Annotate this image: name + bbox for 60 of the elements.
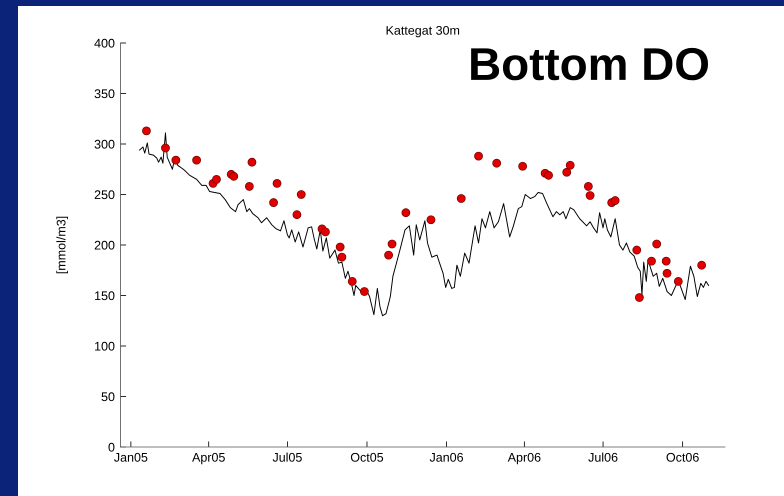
y-tick-label: 0 xyxy=(108,442,114,452)
point xyxy=(384,250,393,260)
point xyxy=(171,156,180,165)
point xyxy=(584,182,593,191)
point xyxy=(562,168,572,177)
point xyxy=(697,260,706,270)
point xyxy=(566,160,575,170)
y-tick-label: 200 xyxy=(94,240,114,250)
point xyxy=(348,276,357,286)
point xyxy=(248,158,256,167)
x-tick-label: Jul06 xyxy=(588,452,618,462)
x-tick-label: Apr05 xyxy=(192,452,225,464)
point xyxy=(652,240,662,248)
point xyxy=(360,287,369,296)
y-tick-label: 150 xyxy=(95,291,114,300)
point xyxy=(192,156,201,165)
point xyxy=(269,198,278,207)
y-tick-label: 250 xyxy=(94,190,114,200)
y-axis-title: [mmol/m3] xyxy=(56,216,68,274)
y-tick-label: 100 xyxy=(95,342,114,351)
line-series xyxy=(139,132,710,316)
x-tick-label: Apr06 xyxy=(508,452,540,464)
point xyxy=(142,126,151,136)
point xyxy=(456,194,466,203)
x-tick-label: Jan05 xyxy=(114,452,148,462)
y-tick-label: 350 xyxy=(94,89,114,98)
x-tick-label: Jul05 xyxy=(272,452,302,462)
point xyxy=(662,268,672,278)
x-tick-label: Oct05 xyxy=(350,452,384,462)
point xyxy=(321,227,330,236)
point xyxy=(544,170,553,180)
point xyxy=(674,276,683,286)
point xyxy=(647,256,656,266)
point xyxy=(336,242,345,252)
point xyxy=(161,144,170,152)
y-tick-label: 50 xyxy=(102,392,114,402)
point xyxy=(212,174,221,184)
point xyxy=(229,172,238,181)
chart-subtitle: Bottom DO xyxy=(471,48,708,80)
point xyxy=(610,196,620,205)
x-tick-label: Oct06 xyxy=(666,452,699,462)
point xyxy=(401,208,410,218)
y-tick-label: 300 xyxy=(94,140,114,149)
x-tick-label: Jan06 xyxy=(430,452,464,462)
point xyxy=(632,246,642,254)
point xyxy=(634,293,644,302)
point xyxy=(388,240,396,248)
point xyxy=(337,252,346,262)
point xyxy=(474,152,483,161)
point xyxy=(492,158,502,168)
point xyxy=(292,210,302,220)
chart-title: Kattegat 30m xyxy=(386,26,460,38)
point xyxy=(272,178,282,188)
point xyxy=(586,191,594,200)
y-tick-label: 400 xyxy=(94,38,114,48)
point xyxy=(518,162,528,171)
point xyxy=(426,215,436,224)
point xyxy=(244,182,254,191)
point xyxy=(662,256,671,266)
point xyxy=(296,190,306,199)
